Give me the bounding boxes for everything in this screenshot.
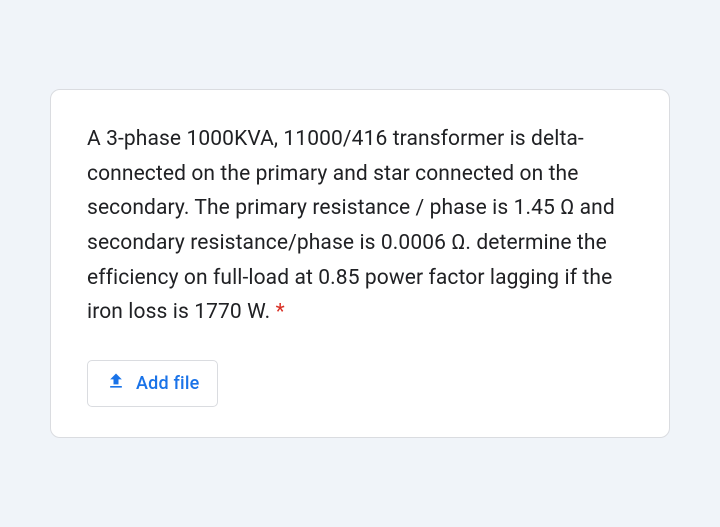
add-file-button[interactable]: Add file [87, 360, 218, 407]
required-asterisk: * [276, 300, 285, 324]
add-file-label: Add file [136, 373, 199, 394]
question-card: A 3-phase 1000KVA, 11000/416 transformer… [50, 89, 670, 438]
question-body: A 3-phase 1000KVA, 11000/416 transformer… [87, 127, 615, 324]
question-text: A 3-phase 1000KVA, 11000/416 transformer… [87, 122, 633, 330]
upload-icon [106, 371, 126, 396]
